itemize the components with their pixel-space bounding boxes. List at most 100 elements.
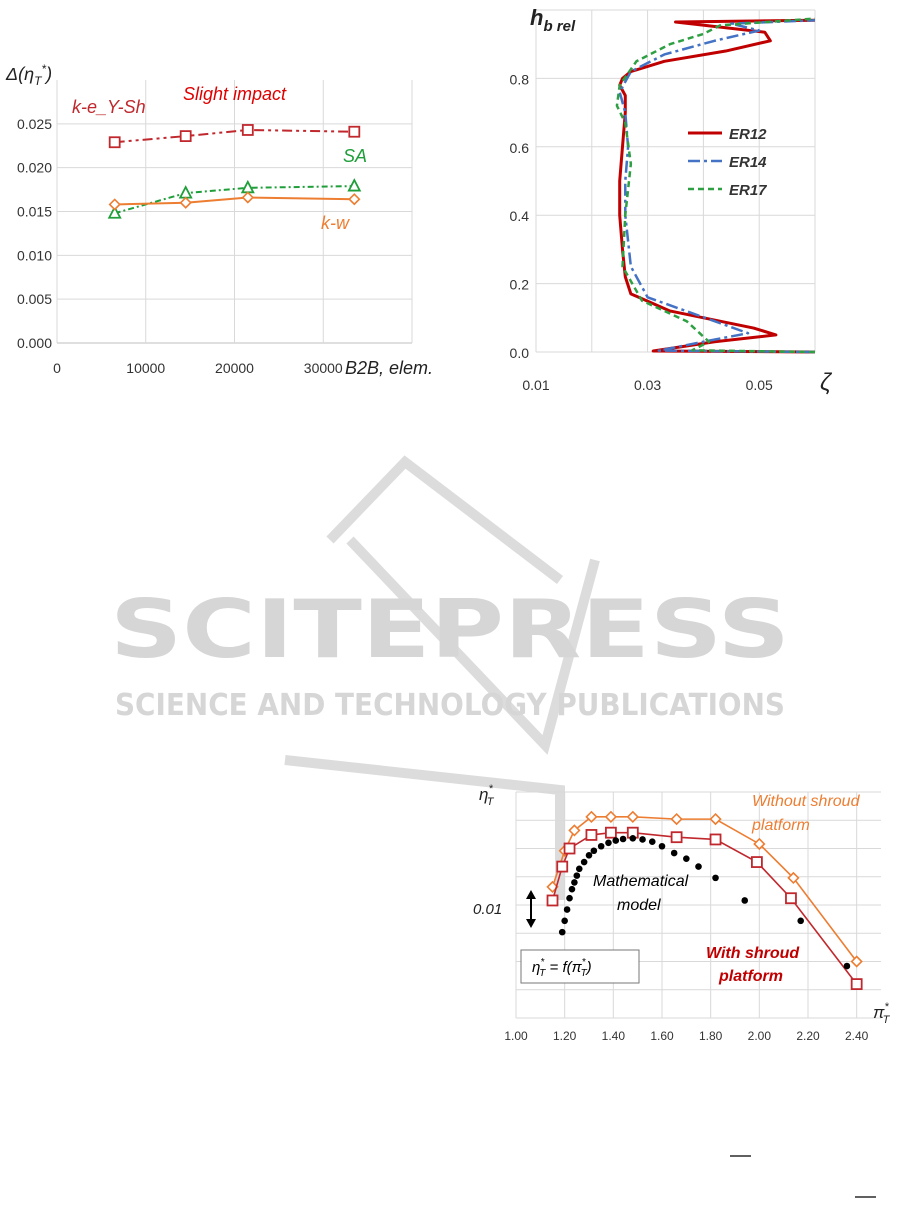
- c3-annotation-with-shroud-1: With shroud: [706, 945, 800, 962]
- c3-xtick-label: 1.40: [602, 1029, 626, 1043]
- c3-annotation-model-2: model: [617, 897, 661, 914]
- c3-point-mathematical-model: [797, 917, 804, 925]
- c3-annotation-without-shroud-2: platform: [751, 817, 810, 834]
- c1-point-k-w: [179, 196, 192, 209]
- c3-point-mathematical-model: [619, 835, 627, 843]
- c1-series-line-k-e-y-sh: [114, 128, 355, 144]
- watermark-tagline: SCIENCE AND TECHNOLOGY PUBLICATIONS: [115, 688, 785, 723]
- c3-point-with-shroud-platform: [585, 829, 598, 841]
- c3-series: [546, 810, 863, 990]
- c3-point-mathematical-model: [561, 917, 568, 925]
- c3-point-with-shroud-platform: [850, 978, 863, 990]
- efficiency-chart: 1.00 1.20 1.40 1.60 1.80 2.00 2.20 2.40 η* T π* T…: [473, 783, 891, 1043]
- c3-point-mathematical-model: [563, 906, 571, 913]
- c3-xticks: 1.00 1.20 1.40 1.60 1.80 2.00 2.20 2.40: [504, 1029, 868, 1043]
- c1-ytick-label: 0.025: [17, 116, 52, 132]
- c1-annotation-kw: k-w: [321, 213, 350, 233]
- c3-x-axis-label: π* T: [873, 1001, 891, 1026]
- c3-point-mathematical-model: [605, 839, 612, 847]
- c2-xtick-label: 0.05: [746, 377, 773, 393]
- c2-ytick-label: 0.2: [510, 277, 530, 293]
- legend-label-er17: ER17: [729, 182, 767, 199]
- c3-point-without-shroud-platform: [753, 837, 766, 851]
- c3-point-without-shroud-platform: [585, 810, 598, 823]
- c3-xtick-label: 2.20: [796, 1029, 820, 1043]
- c3-point-with-shroud-platform: [605, 826, 617, 839]
- c3-xtick-label: 2.40: [845, 1029, 869, 1043]
- c3-annotation-with-shroud-2: platform: [718, 968, 783, 985]
- c1-ytick-label: 0.005: [17, 291, 52, 307]
- c3-point-mathematical-model: [580, 858, 588, 866]
- book-icon: [284, 455, 600, 900]
- c2-x-axis-label: ζ: [820, 369, 833, 396]
- c3-point-mathematical-model: [658, 842, 666, 850]
- c3-point-mathematical-model: [741, 897, 749, 904]
- c3-scale-bar-arrowhead-down: [526, 919, 536, 928]
- c3-point-with-shroud-platform: [670, 831, 683, 844]
- c2-yticks: 0.0 0.2 0.4 0.6 0.8: [510, 71, 530, 361]
- c1-x-axis-label: B2B, elem.: [345, 358, 433, 378]
- mesh-sensitivity-chart: 0.000 0.005 0.010 0.015 0.020 0.025 0 10000 200…: [5, 62, 433, 378]
- c1-point-k-w: [348, 193, 361, 206]
- c3-xtick-label: 1.00: [504, 1029, 528, 1043]
- c1-point-k-e-y-sh: [108, 136, 121, 149]
- c3-xtick-label: 1.60: [650, 1029, 674, 1043]
- c3-point-without-shroud-platform: [850, 955, 863, 968]
- c3-point-mathematical-model: [639, 836, 646, 843]
- c2-xtick-label: 0.03: [634, 377, 661, 393]
- c3-xtick-label: 1.80: [699, 1029, 723, 1043]
- c2-ytick-label: 0.4: [510, 208, 530, 224]
- c3-point-mathematical-model: [597, 842, 605, 850]
- c2-series-line-er12: [618, 18, 816, 354]
- c3-point-mathematical-model: [558, 928, 566, 936]
- c3-point-mathematical-model: [712, 874, 719, 882]
- c3-point-with-shroud-platform: [709, 833, 722, 846]
- c3-point-mathematical-model: [575, 865, 583, 873]
- c3-annotation-model-1: Mathematical: [593, 873, 689, 890]
- c1-xtick-label: 0: [53, 360, 61, 376]
- c3-y-axis-label: η* T: [479, 783, 495, 808]
- c2-xtick-label: 0.01: [522, 377, 549, 393]
- c1-xtick-label: 20000: [215, 360, 254, 376]
- c3-point-mathematical-model: [670, 849, 678, 857]
- c3-point-mathematical-model: [629, 835, 637, 842]
- c2-ytick-label: 0.0: [510, 345, 530, 361]
- c1-point-k-w: [108, 198, 121, 211]
- c3-point-mathematical-model: [683, 855, 690, 862]
- c1-annotation-keysh: k-e_Y-Sh: [72, 97, 146, 117]
- c3-point-mathematical-model: [571, 879, 578, 886]
- c1-series: [107, 124, 362, 219]
- c1-point-sa: [107, 205, 122, 219]
- c2-ytick-label: 0.8: [510, 71, 530, 87]
- c1-y-axis-label: Δ(ηT*): [5, 62, 52, 88]
- c2-legend: ER12 ER14 ER17: [688, 126, 767, 199]
- legend-label-er14: ER14: [729, 154, 767, 171]
- c3-point-with-shroud-platform: [546, 894, 559, 907]
- c1-point-k-e-y-sh: [179, 130, 192, 143]
- c3-formula-text: η* T = f(π* T): [532, 957, 592, 979]
- c3-point-mathematical-model: [566, 894, 573, 902]
- c3-point-mathematical-model: [585, 851, 593, 859]
- c3-point-without-shroud-platform: [709, 812, 722, 826]
- c3-point-without-shroud-platform: [604, 810, 618, 823]
- c1-ytick-label: 0.020: [17, 160, 52, 176]
- c3-formula-box: η* T = f(π* T): [520, 949, 640, 984]
- c3-point-with-shroud-platform: [563, 842, 576, 855]
- c1-point-k-e-y-sh: [348, 125, 361, 138]
- c3-point-with-shroud-platform: [556, 860, 569, 873]
- c2-series: [615, 17, 816, 354]
- c3-formula-frame: [520, 949, 640, 984]
- c3-point-mathematical-model: [695, 863, 702, 870]
- c3-scale-bar-label: 0.01: [473, 901, 502, 918]
- c1-ytick-label: 0.000: [17, 335, 52, 351]
- c3-xtick-label: 2.00: [748, 1029, 772, 1043]
- c3-point-mathematical-model: [843, 962, 851, 970]
- c1-point-sa: [347, 178, 362, 192]
- c3-point-mathematical-model: [568, 885, 576, 893]
- c1-ytick-label: 0.010: [17, 247, 52, 263]
- profile-chart: 0.00.20.40.60.8 0.01 0.03 0.05 hb rel ζ ER…: [510, 5, 833, 396]
- c1-point-k-w: [241, 191, 254, 204]
- c3-grid: [515, 791, 881, 1019]
- c1-xtick-label: 10000: [126, 360, 165, 376]
